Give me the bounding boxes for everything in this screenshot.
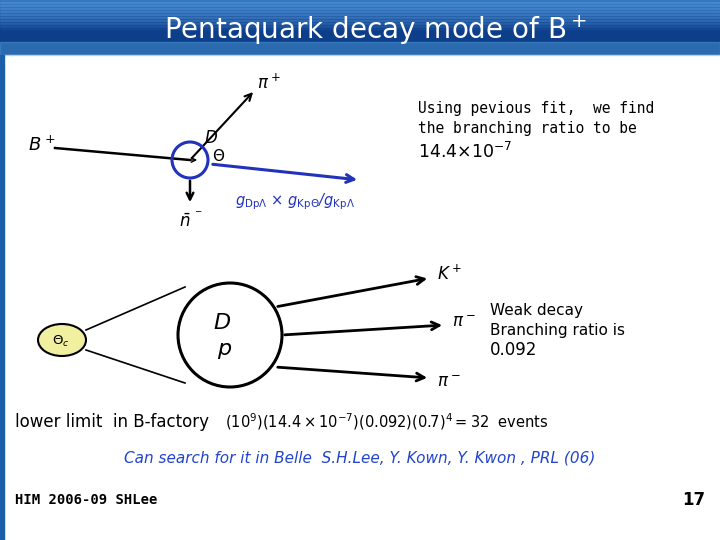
Bar <box>0 18 720 19</box>
Text: 17: 17 <box>682 491 705 509</box>
Text: $D$: $D$ <box>204 129 218 147</box>
Bar <box>0 17 720 18</box>
Bar <box>0 3 720 4</box>
Text: $g_{\mathrm{Dp\Lambda}}$ × $g_{\mathrm{Kp\Theta}}$/$g_{\mathrm{Kp\Lambda}}$: $g_{\mathrm{Dp\Lambda}}$ × $g_{\mathrm{K… <box>235 192 355 212</box>
Bar <box>0 55 720 540</box>
Bar <box>0 9 720 10</box>
Text: Branching ratio is: Branching ratio is <box>490 322 625 338</box>
Bar <box>0 19 720 21</box>
Text: 0.092: 0.092 <box>490 341 537 359</box>
Text: $D$: $D$ <box>213 313 231 333</box>
Text: $\bar{n}$: $\bar{n}$ <box>179 213 191 231</box>
Bar <box>0 15 720 17</box>
Text: lower limit  in B-factory: lower limit in B-factory <box>15 413 209 431</box>
Text: $K^+$: $K^+$ <box>437 265 462 284</box>
Text: $^-$: $^-$ <box>193 208 203 221</box>
Bar <box>0 23 720 24</box>
Circle shape <box>178 283 282 387</box>
Text: Weak decay: Weak decay <box>490 302 583 318</box>
Bar <box>0 0 720 2</box>
Bar <box>0 0 720 55</box>
Bar <box>0 10 720 12</box>
Bar <box>0 42 720 55</box>
Text: $p$: $p$ <box>217 341 233 361</box>
Bar <box>0 4 720 6</box>
Text: Pentaquark decay mode of B$^+$: Pentaquark decay mode of B$^+$ <box>163 13 586 47</box>
Text: $\pi^-$: $\pi^-$ <box>437 373 461 391</box>
Text: $\Theta_c$: $\Theta_c$ <box>53 333 70 348</box>
Text: $\pi^+$: $\pi^+$ <box>257 73 281 93</box>
Bar <box>0 27 720 29</box>
Bar <box>0 25 720 27</box>
Bar <box>0 14 720 15</box>
Text: 14.4×10$^{-7}$: 14.4×10$^{-7}$ <box>418 142 513 162</box>
Text: $\pi^-$: $\pi^-$ <box>452 313 476 331</box>
Bar <box>0 21 720 23</box>
Bar <box>0 12 720 14</box>
Text: $(10^9)(14.4\times10^{-7})(0.092)(0.7)^4 = 32$  events: $(10^9)(14.4\times10^{-7})(0.092)(0.7)^4… <box>225 411 549 433</box>
Bar <box>0 55 4 540</box>
Text: $\Theta$: $\Theta$ <box>212 148 225 164</box>
Text: Using pevious fit,  we find: Using pevious fit, we find <box>418 100 654 116</box>
Text: HIM 2006-09 SHLee: HIM 2006-09 SHLee <box>15 493 158 507</box>
Text: the branching ratio to be: the branching ratio to be <box>418 120 636 136</box>
Text: $B^+$: $B^+$ <box>28 136 55 154</box>
Text: Can search for it in Belle  S.H.Lee, Y. Kown, Y. Kwon , PRL (06): Can search for it in Belle S.H.Lee, Y. K… <box>125 450 595 465</box>
Bar <box>0 6 720 8</box>
Bar <box>0 8 720 9</box>
Bar <box>0 24 720 25</box>
Bar <box>0 29 720 30</box>
Bar <box>0 2 720 3</box>
Bar <box>4 55 720 540</box>
Ellipse shape <box>38 324 86 356</box>
